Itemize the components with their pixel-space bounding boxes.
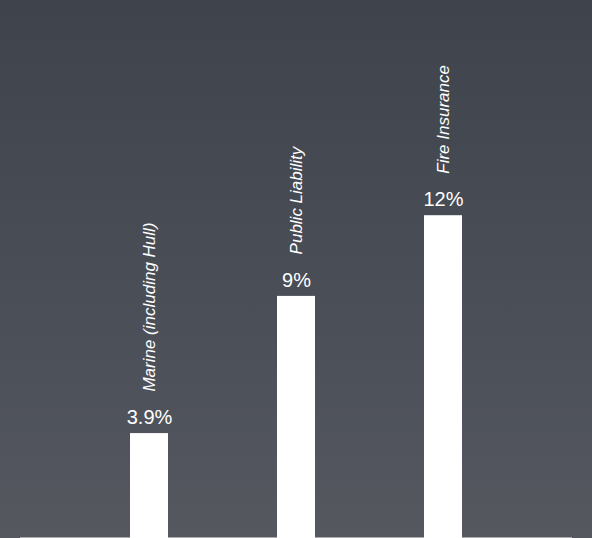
svg-text:Marine (including Hull): Marine (including Hull): [140, 222, 159, 391]
svg-text:9%: 9%: [282, 269, 311, 291]
svg-text:Fire Insurance: Fire Insurance: [434, 65, 453, 174]
svg-text:Public Liability: Public Liability: [287, 145, 306, 254]
svg-text:12%: 12%: [423, 188, 463, 210]
svg-text:3.9%: 3.9%: [127, 406, 173, 428]
